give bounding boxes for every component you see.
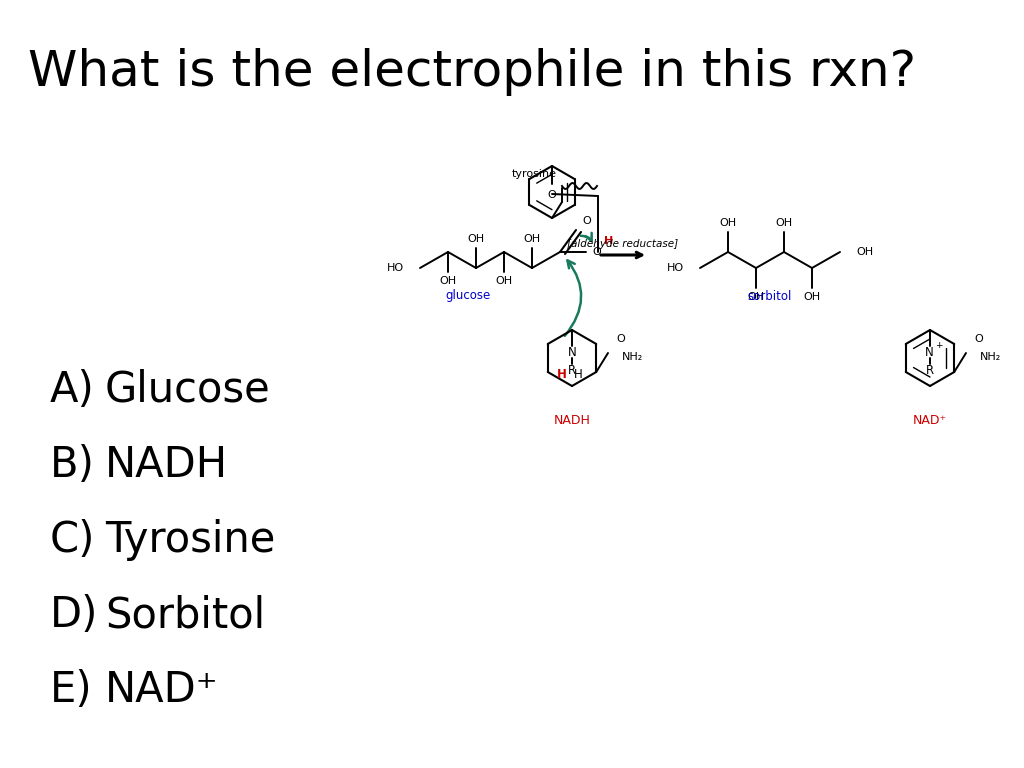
Text: NAD⁺: NAD⁺ (913, 413, 947, 426)
Text: C): C) (50, 519, 95, 561)
Text: R: R (926, 363, 934, 376)
Text: OH: OH (804, 292, 820, 302)
Text: NADH: NADH (105, 444, 228, 486)
Text: OH: OH (748, 292, 765, 302)
Text: B): B) (50, 444, 95, 486)
Text: glucose: glucose (445, 290, 490, 303)
Text: O: O (548, 190, 556, 200)
Text: E): E) (50, 669, 92, 711)
Text: OH: OH (856, 247, 873, 257)
Text: HO: HO (667, 263, 684, 273)
Text: NH₂: NH₂ (980, 352, 1001, 362)
Text: N: N (925, 346, 933, 359)
Text: H: H (573, 368, 583, 380)
Text: What is the electrophile in this rxn?: What is the electrophile in this rxn? (28, 48, 916, 96)
Text: HO: HO (387, 263, 404, 273)
Text: tyrosine: tyrosine (512, 169, 556, 179)
FancyArrowPatch shape (565, 260, 582, 336)
Text: H: H (604, 236, 613, 246)
Text: +: + (935, 342, 943, 350)
Text: R: R (568, 363, 577, 376)
Text: OH: OH (720, 218, 736, 228)
FancyArrowPatch shape (581, 233, 592, 241)
Text: Sorbitol: Sorbitol (105, 594, 265, 636)
Text: OH: OH (775, 218, 793, 228)
Text: O: O (616, 334, 625, 344)
Text: O: O (592, 247, 601, 257)
Text: D): D) (50, 594, 98, 636)
Text: OH: OH (496, 276, 513, 286)
Text: [aldehyde reductase]: [aldehyde reductase] (567, 239, 679, 249)
Text: N: N (567, 346, 577, 359)
Text: H: H (557, 368, 567, 380)
Text: OH: OH (523, 234, 541, 244)
Text: NADH: NADH (554, 413, 591, 426)
Text: NH₂: NH₂ (622, 352, 643, 362)
Text: NAD⁺: NAD⁺ (105, 669, 219, 711)
Text: A): A) (50, 369, 95, 411)
Text: Glucose: Glucose (105, 369, 270, 411)
Text: OH: OH (467, 234, 484, 244)
Text: sorbitol: sorbitol (748, 290, 793, 303)
Text: O: O (974, 334, 983, 344)
Text: O: O (582, 216, 591, 226)
Text: OH: OH (439, 276, 457, 286)
Text: Tyrosine: Tyrosine (105, 519, 275, 561)
